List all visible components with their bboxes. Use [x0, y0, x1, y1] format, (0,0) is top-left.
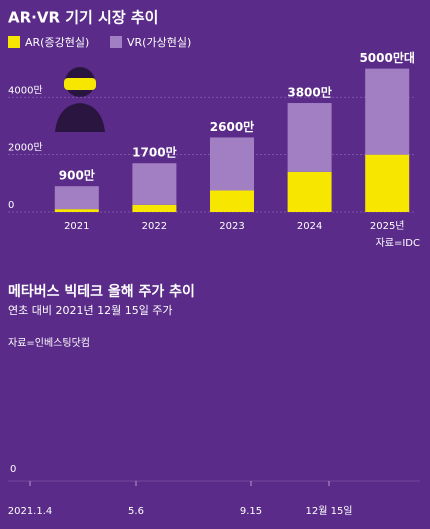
bar-segment [210, 137, 254, 191]
bar-segment [287, 171, 332, 212]
x-tick-label: 12월 15일 [305, 505, 352, 517]
x-tick-label: 2025년 [370, 220, 405, 232]
subtitle: 연초 대비 2021년 12월 15일 주가 [8, 303, 173, 317]
bar-segment [54, 209, 99, 212]
x-tick-label: 2022 [142, 221, 167, 232]
bar-segment [54, 186, 99, 210]
x-tick-label: 5.6 [128, 506, 144, 517]
chart-title: AR·VR 기기 시장 추이 [8, 9, 158, 27]
x-tick-label: 2023 [219, 221, 244, 232]
legend-swatch [8, 36, 20, 48]
legend-label: AR(증강현실) [25, 36, 89, 49]
x-tick-label: 2021 [64, 221, 89, 232]
vr-icon [55, 67, 105, 132]
bar-segment [132, 163, 177, 205]
bar-segment [287, 103, 332, 172]
data-label: 3800만 [287, 85, 331, 100]
x-tick-label: 9.15 [240, 506, 262, 517]
data-label: 1700만 [132, 145, 176, 160]
chart-title: 메타버스 빅테크 올해 주가 추이 [8, 283, 195, 300]
legend-label: VR(가상현실) [127, 36, 191, 49]
x-tick-label: 2021.1.4 [8, 506, 53, 517]
source: 자료=IDC [376, 237, 420, 249]
bar-segment [210, 190, 254, 212]
source: 자료=인베스팅닷컴 [8, 337, 90, 349]
data-label: 2600만 [210, 119, 254, 134]
bar-segment [365, 154, 410, 212]
legend-swatch [110, 36, 122, 48]
y-tick-label: 0 [8, 200, 14, 211]
y-tick-label: 0 [10, 464, 16, 475]
y-tick-label: 4000만 [8, 84, 43, 96]
data-label: 900만 [59, 168, 95, 183]
x-tick-label: 2024 [297, 221, 322, 232]
bar-segment [132, 204, 177, 212]
y-tick-label: 2000만 [8, 142, 43, 154]
bar-segment [365, 68, 410, 155]
data-label: 5000만대 [359, 50, 414, 65]
